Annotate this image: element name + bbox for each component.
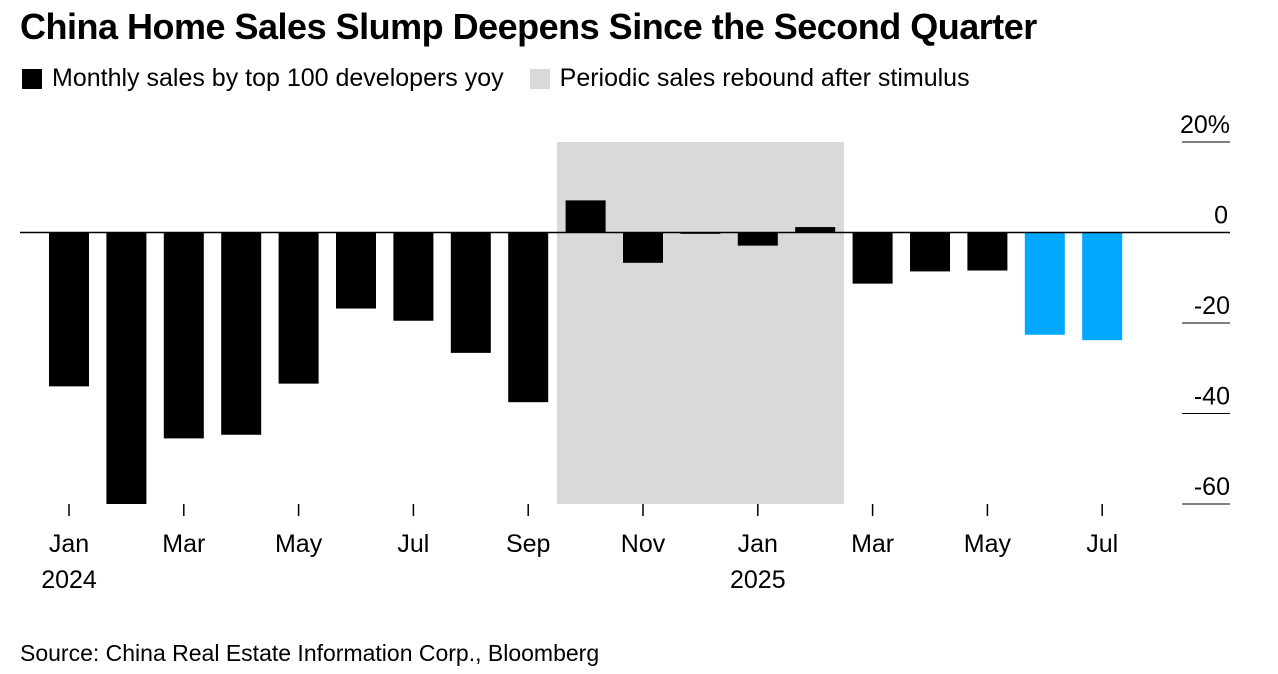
x-tick-label: Sep <box>506 530 550 558</box>
x-tick-label: Mar <box>162 530 205 558</box>
bar <box>393 232 434 321</box>
y-tick-label: -40 <box>1194 383 1230 411</box>
y-tick-label: 0 <box>1214 202 1228 230</box>
bar <box>967 232 1008 271</box>
bar <box>1024 232 1065 335</box>
bar <box>795 227 836 233</box>
bar <box>1082 232 1123 341</box>
x-tick-year: 2025 <box>730 566 786 594</box>
source-note: Source: China Real Estate Information Co… <box>20 640 600 666</box>
bar <box>49 232 89 387</box>
x-tick-label: May <box>964 530 1012 558</box>
y-tick-label: -20 <box>1194 292 1230 320</box>
x-tick-label: May <box>275 530 323 558</box>
bar <box>508 232 549 403</box>
y-tick-label: 20% <box>1180 111 1230 139</box>
x-tick-year: 2024 <box>41 566 97 594</box>
x-tick-label: Jan <box>738 530 778 558</box>
bar <box>163 232 204 439</box>
legend-item-rebound: Periodic sales rebound after stimulus <box>529 64 970 93</box>
legend-swatch-sales <box>22 68 42 89</box>
legend: Monthly sales by top 100 developers yoy … <box>22 64 996 93</box>
x-tick-label: Nov <box>621 530 666 558</box>
bar <box>852 232 893 284</box>
x-tick-label: Jul <box>397 530 429 558</box>
chart-title: China Home Sales Slump Deepens Since the… <box>20 6 1037 47</box>
bar <box>737 232 778 246</box>
x-tick-label: Jul <box>1086 530 1118 558</box>
bar <box>623 232 663 263</box>
legend-item-sales: Monthly sales by top 100 developers yoy <box>22 64 504 93</box>
x-tick-label: Jan <box>49 530 89 558</box>
legend-label-rebound: Periodic sales rebound after stimulus <box>559 64 970 92</box>
bar <box>278 232 319 384</box>
bar <box>106 232 147 504</box>
y-tick-label: -60 <box>1194 473 1230 501</box>
legend-label-sales: Monthly sales by top 100 developers yoy <box>52 64 504 92</box>
bar <box>565 200 606 233</box>
bar <box>910 232 950 272</box>
bar <box>450 232 491 353</box>
bar <box>336 232 376 309</box>
stimulus-shade <box>556 142 844 504</box>
bar <box>221 232 262 435</box>
legend-swatch-rebound <box>529 68 550 89</box>
x-tick-label: Mar <box>851 530 894 558</box>
